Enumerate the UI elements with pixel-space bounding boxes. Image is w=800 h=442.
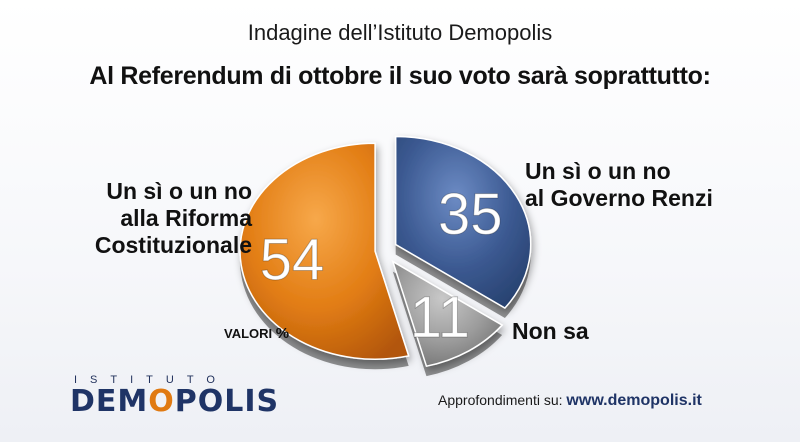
slice-label-riforma-line-1: Un sì o un no — [106, 178, 252, 204]
logo-wordmark: DEMOPOLIS — [70, 386, 320, 418]
slice-label-governo-line-2: al Governo Renzi — [525, 185, 713, 211]
footer-link[interactable]: www.demopolis.it — [566, 392, 702, 409]
chart-title: Al Referendum di ottobre il suo voto sar… — [89, 62, 711, 90]
slice-label-riforma-line-2: alla Riforma — [120, 205, 252, 231]
slice-governo — [394, 135, 532, 309]
slice-label-riforma-line-3: Costituzionale — [94, 232, 252, 258]
slice-label-non-sa-line-1: Non sa — [512, 318, 589, 344]
slice-riforma — [239, 142, 410, 360]
logo-wordmark-o: O — [148, 384, 175, 419]
value-label-riforma: 54 — [260, 228, 325, 293]
footer: Approfondimenti su: www.demopolis.it — [438, 392, 702, 410]
slice-non-sa — [391, 259, 504, 368]
demopolis-logo: ISTITUTO DEMOPOLIS — [70, 374, 320, 418]
logo-tagline: ISTITUTO — [74, 374, 228, 386]
slice-label-governo-line-1: Un sì o un no — [525, 158, 671, 184]
values-unit-text: VALORI — [224, 326, 273, 341]
value-label-non-sa: 11 — [410, 285, 470, 350]
values-unit-percent: % — [275, 325, 290, 342]
value-label-governo: 35 — [438, 182, 503, 247]
values-unit-note: VALORI % — [224, 325, 289, 342]
subtitle: Indagine dell’Istituto Demopolis — [247, 20, 553, 45]
logo-wordmark-start: DEM — [70, 384, 149, 419]
slice-label-riforma: Un sì o un no alla Riforma Costituzional… — [52, 178, 252, 259]
slice-label-governo: Un sì o un no al Governo Renzi — [525, 158, 765, 212]
footer-prefix: Approfondimenti su: — [438, 392, 563, 408]
logo-wordmark-end: POLIS — [174, 384, 280, 419]
slice-label-non-sa: Non sa — [512, 318, 662, 345]
